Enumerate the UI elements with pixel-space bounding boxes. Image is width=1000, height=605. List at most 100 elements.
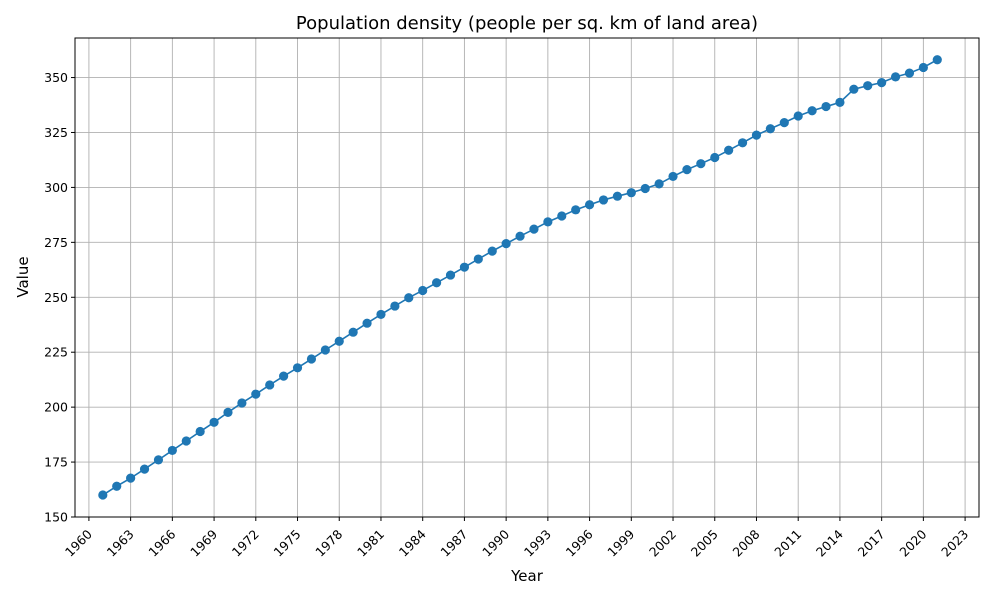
y-tick-label: 300 (44, 180, 68, 195)
data-point (835, 97, 845, 107)
data-series (98, 55, 942, 500)
data-point (223, 407, 233, 418)
data-point (543, 217, 553, 227)
x-tick-label: 2014 (813, 526, 846, 559)
x-tick-label: 2008 (729, 526, 762, 559)
y-tick-label: 225 (44, 345, 68, 360)
data-point (668, 171, 678, 182)
data-point (432, 278, 442, 288)
data-point (306, 354, 317, 364)
data-point (362, 318, 372, 328)
data-point (932, 55, 942, 65)
plot-frame (74, 37, 980, 518)
data-point (821, 101, 831, 112)
y-tick-label: 150 (44, 510, 68, 525)
x-tick-label: 2005 (688, 527, 721, 560)
data-point (640, 183, 650, 194)
data-point (890, 72, 901, 82)
data-point (529, 224, 539, 234)
x-tick-label: 2017 (855, 527, 888, 560)
data-point (751, 130, 762, 140)
x-tick-label: 1966 (145, 526, 178, 559)
data-point (320, 345, 330, 355)
y-axis-label: Value (14, 256, 32, 297)
x-tick-label: 2020 (896, 526, 929, 559)
data-point (265, 380, 275, 390)
x-tick-label: 1960 (62, 526, 95, 559)
x-tick-label: 2011 (771, 527, 804, 560)
data-point (918, 62, 928, 73)
y-tick-label: 200 (44, 400, 68, 415)
data-point (571, 205, 581, 215)
data-point (904, 68, 915, 78)
chart-title: Population density (people per sq. km of… (296, 13, 758, 34)
data-point (251, 389, 261, 399)
x-tick-label: 1987 (437, 527, 470, 560)
x-tick-label: 1984 (396, 526, 429, 559)
data-point (612, 191, 623, 201)
data-point (515, 231, 525, 241)
x-axis-label: Year (510, 567, 544, 585)
data-point (292, 363, 303, 373)
data-point (682, 165, 692, 175)
data-point (279, 371, 289, 381)
data-point (404, 293, 414, 303)
x-tick-label: 1990 (479, 526, 512, 559)
series-line (102, 59, 938, 496)
data-point (195, 426, 205, 437)
data-point (849, 84, 859, 94)
x-tick-label: 1969 (187, 526, 220, 559)
data-point (557, 211, 567, 221)
x-tick-label: 1978 (312, 526, 345, 559)
x-tick-label: 1981 (354, 527, 387, 560)
data-point (710, 152, 720, 163)
data-point (487, 246, 497, 256)
x-tick-label: 1975 (271, 527, 304, 560)
data-point (584, 200, 595, 210)
x-tick-label: 1972 (229, 527, 262, 560)
data-point (459, 262, 470, 272)
data-point (112, 481, 122, 491)
data-point (98, 490, 108, 500)
x-tick-label: 1993 (521, 527, 554, 560)
data-point (376, 309, 386, 320)
y-tick-label: 275 (44, 235, 68, 250)
data-point (418, 285, 428, 296)
data-point (877, 78, 887, 88)
data-point (696, 159, 706, 169)
x-tick-label: 1963 (104, 527, 137, 560)
data-point (863, 81, 873, 91)
data-point (334, 336, 344, 346)
axis-ticks: 1960 1963 1966 1969 1972 1975 1978 1981 1984 1987… (44, 70, 971, 560)
x-tick-label: 2002 (646, 527, 679, 560)
data-point (779, 117, 789, 128)
data-point (793, 111, 803, 121)
data-point (126, 473, 136, 483)
y-tick-label: 325 (44, 125, 68, 140)
data-point (501, 239, 511, 249)
data-point (724, 145, 734, 155)
data-point (626, 188, 636, 198)
data-point (139, 464, 150, 474)
data-point (654, 179, 664, 189)
y-tick-label: 175 (44, 455, 68, 470)
data-point (348, 327, 358, 337)
data-point (445, 270, 456, 280)
x-tick-label: 1996 (563, 526, 596, 559)
data-point (598, 195, 609, 205)
data-point (473, 254, 483, 264)
data-point (765, 124, 775, 134)
grid (75, 38, 979, 518)
data-point (167, 445, 177, 456)
data-point (390, 301, 400, 311)
y-tick-label: 350 (44, 70, 68, 85)
x-tick-label: 2023 (938, 527, 971, 560)
x-tick-label: 1999 (604, 526, 637, 559)
data-point (807, 106, 817, 116)
data-point (181, 436, 191, 446)
data-point (237, 398, 247, 408)
data-point (209, 417, 219, 427)
y-tick-label: 250 (44, 290, 68, 305)
